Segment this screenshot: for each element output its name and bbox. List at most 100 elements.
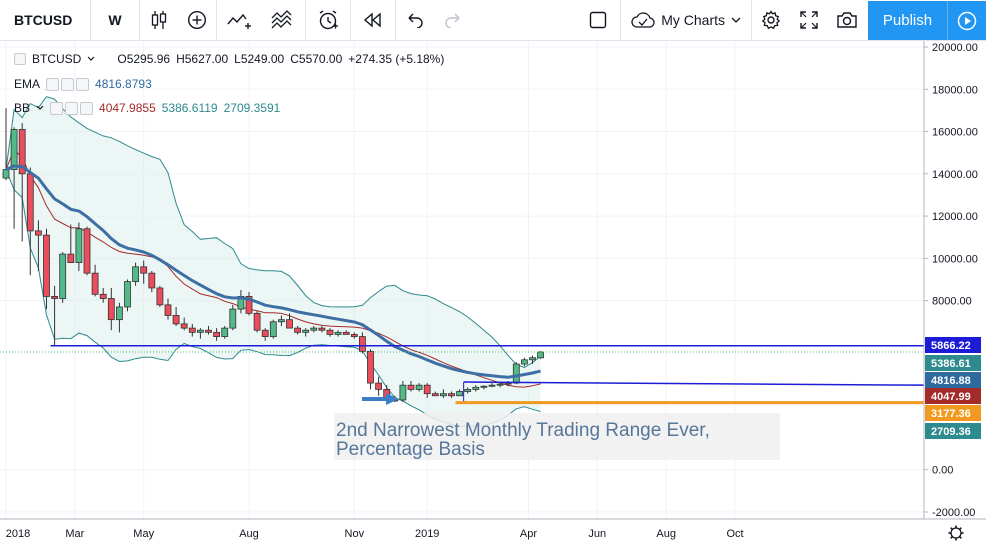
bb-legend-buttons[interactable] <box>50 101 94 115</box>
series-visibility-icon[interactable] <box>14 53 26 65</box>
gear-tooth <box>950 535 954 539</box>
candle <box>132 262 140 286</box>
eye-icon[interactable] <box>50 101 64 115</box>
candle-body <box>472 386 480 390</box>
cloud-check-icon <box>631 12 655 28</box>
replay-play-button[interactable] <box>947 1 986 40</box>
candle <box>496 383 504 388</box>
candle-body <box>448 393 455 397</box>
candle-body <box>99 293 107 299</box>
replay-button[interactable] <box>351 0 395 41</box>
candle-body <box>326 329 334 335</box>
candle <box>269 319 277 339</box>
main-series-legend: BTCUSD O5295.96 H5627.00 L5249.00 C5570.… <box>14 52 444 66</box>
candle <box>35 220 42 272</box>
candle-body <box>431 393 439 397</box>
candle-body <box>269 321 277 337</box>
my-charts-button[interactable]: My Charts <box>621 0 751 41</box>
gear-icon[interactable] <box>61 77 75 91</box>
price-chart[interactable]: 2nd Narrowest Monthly Trading Range Ever… <box>0 41 986 549</box>
candle-body <box>521 359 528 365</box>
gear-ring <box>950 527 962 539</box>
candle-body <box>116 306 123 321</box>
legend-low: L5249.00 <box>234 52 285 66</box>
time-tick-label: Jun <box>588 528 606 540</box>
axis-settings-gear-icon[interactable] <box>948 525 964 541</box>
candle <box>116 302 123 333</box>
range-top-trendline <box>463 381 925 386</box>
candle <box>407 380 415 392</box>
candle-body <box>221 327 229 337</box>
candle-body <box>35 230 42 236</box>
candle <box>488 383 496 388</box>
candle-body <box>350 334 358 337</box>
candle <box>26 167 34 276</box>
layout-button[interactable] <box>576 0 620 41</box>
publish-label: Publish <box>882 12 933 29</box>
candle-body <box>294 327 302 333</box>
bb-legend: BB 4047.9855 5386.6119 2709.3591 <box>14 101 280 115</box>
candle-body <box>148 272 156 289</box>
ema-legend-buttons[interactable] <box>46 77 90 91</box>
settings-button[interactable] <box>752 0 790 41</box>
candle-body <box>375 382 383 390</box>
candle <box>164 298 172 320</box>
bb-upper-value: 5386.6119 <box>161 101 218 115</box>
redo-icon <box>445 13 460 28</box>
financials-button[interactable] <box>261 0 305 41</box>
price-tick-label: 14000.00 <box>932 169 978 181</box>
chevron-down-icon[interactable] <box>87 56 95 62</box>
symbol-label: BTCUSD <box>14 12 73 28</box>
fullscreen-button[interactable] <box>790 0 828 41</box>
candle <box>140 260 148 284</box>
annotation-line2: Percentage Basis <box>336 439 485 460</box>
chart-style-button[interactable] <box>140 0 178 41</box>
toolbar-divider <box>139 0 140 41</box>
indicators-button[interactable] <box>217 0 261 41</box>
alert-button[interactable] <box>306 0 350 41</box>
candle-body <box>188 327 196 333</box>
publish-button[interactable]: Publish <box>868 1 947 40</box>
candle-body <box>423 384 431 395</box>
close-icon[interactable] <box>76 77 90 91</box>
interval-button[interactable]: W <box>91 0 139 41</box>
candle <box>512 361 520 385</box>
candle <box>415 383 423 392</box>
candle-body <box>439 393 447 397</box>
candle <box>350 332 358 339</box>
time-tick-label: May <box>133 528 154 540</box>
compare-button[interactable] <box>178 0 216 41</box>
candle-body <box>107 298 115 321</box>
candles-icon <box>151 11 167 29</box>
candle-body <box>415 384 423 390</box>
eye-icon[interactable] <box>46 77 60 91</box>
legend-change: +274.35 (+5.18%) <box>348 52 445 66</box>
candle <box>358 332 366 354</box>
candle-body <box>205 329 212 333</box>
candle-body <box>51 296 58 299</box>
candle-body <box>496 383 504 386</box>
candle <box>464 387 472 394</box>
candle-body <box>464 389 472 392</box>
candle-body <box>302 329 310 333</box>
candle-body <box>277 319 285 323</box>
symbol-search-button[interactable]: BTCUSD <box>0 0 90 41</box>
undo-button[interactable] <box>396 0 434 41</box>
redo-button[interactable] <box>434 0 472 41</box>
candle-body <box>229 308 237 329</box>
candle-body <box>2 169 10 179</box>
candle <box>75 222 83 272</box>
chevron-down-icon[interactable] <box>36 105 44 111</box>
square-icon <box>590 11 607 29</box>
snapshot-button[interactable] <box>828 0 866 41</box>
legend-close: C5570.00 <box>290 52 343 66</box>
gear-icon[interactable] <box>65 101 79 115</box>
candle-body <box>180 323 188 329</box>
candle <box>10 127 18 229</box>
price-tick-label: 18000.00 <box>932 84 978 96</box>
close-icon[interactable] <box>80 101 94 115</box>
candle <box>439 389 447 398</box>
price-tick-label: 12000.00 <box>932 211 978 223</box>
candle <box>448 391 455 398</box>
bb-fill <box>6 96 541 427</box>
